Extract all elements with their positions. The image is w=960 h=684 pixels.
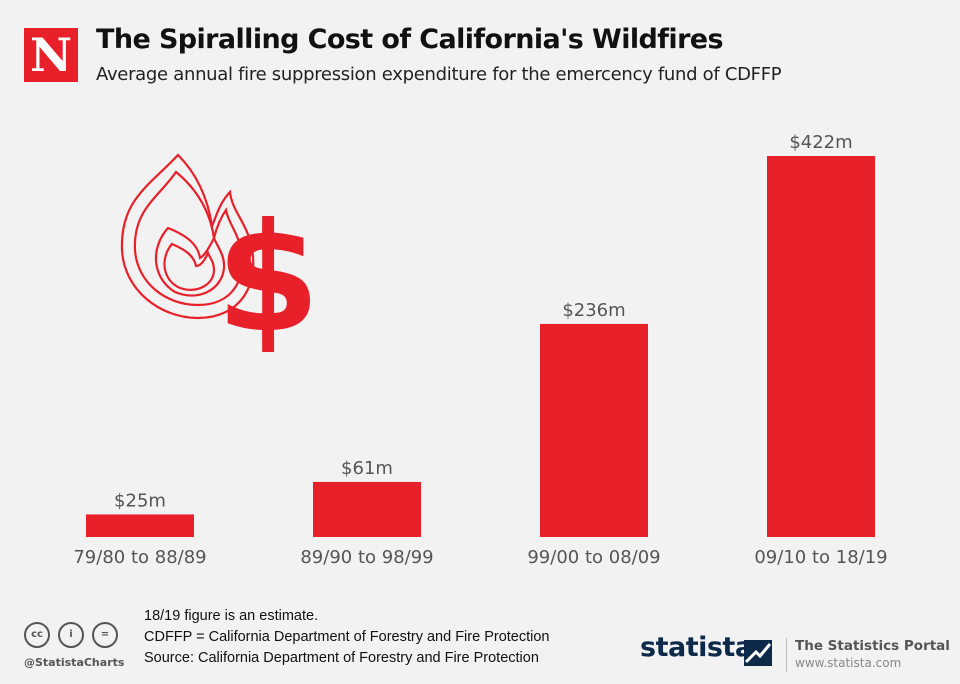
bar-2 bbox=[313, 481, 421, 537]
statista-logo-icon bbox=[744, 640, 772, 666]
chart-title: The Spiralling Cost of California's Wild… bbox=[96, 24, 724, 55]
bar-value-label: $236m bbox=[562, 300, 625, 321]
note-abbreviation: CDFFP = California Department of Forestr… bbox=[144, 629, 550, 645]
portal-url[interactable]: www.statista.com bbox=[795, 656, 902, 670]
bar-1 bbox=[86, 514, 194, 537]
bar-3 bbox=[540, 323, 648, 537]
bar-4 bbox=[767, 156, 875, 537]
note-estimate: 18/19 figure is an estimate. bbox=[144, 608, 319, 624]
category-label: 89/90 to 98/99 bbox=[300, 547, 433, 568]
portal-divider bbox=[786, 638, 787, 672]
twitter-handle[interactable]: @StatistaCharts bbox=[24, 656, 125, 669]
note-source: Source: California Department of Forestr… bbox=[144, 650, 539, 666]
chart-notes: 18/19 figure is an estimate. CDFFP = Cal… bbox=[144, 606, 549, 669]
bar-value-label: $25m bbox=[114, 490, 166, 511]
portal-title: The Statistics Portal bbox=[795, 638, 950, 654]
dollar-sign-icon: $ bbox=[216, 192, 320, 366]
publisher-logo: N bbox=[24, 28, 78, 82]
bar-value-label: $422m bbox=[789, 132, 852, 153]
cc-icon: cc bbox=[24, 622, 50, 648]
no-derivatives-icon: = bbox=[92, 622, 118, 648]
bar-value-label: $61m bbox=[341, 458, 393, 479]
category-label: 09/10 to 18/19 bbox=[754, 547, 887, 568]
category-label: 99/00 to 08/09 bbox=[527, 547, 660, 568]
flame-dollar-icon bbox=[120, 153, 255, 320]
attribution-icon: i bbox=[58, 622, 84, 648]
chart-subtitle: Average annual fire suppression expendit… bbox=[96, 64, 782, 85]
category-label: 79/80 to 88/89 bbox=[73, 547, 206, 568]
statista-wordmark[interactable]: statista bbox=[640, 632, 753, 663]
